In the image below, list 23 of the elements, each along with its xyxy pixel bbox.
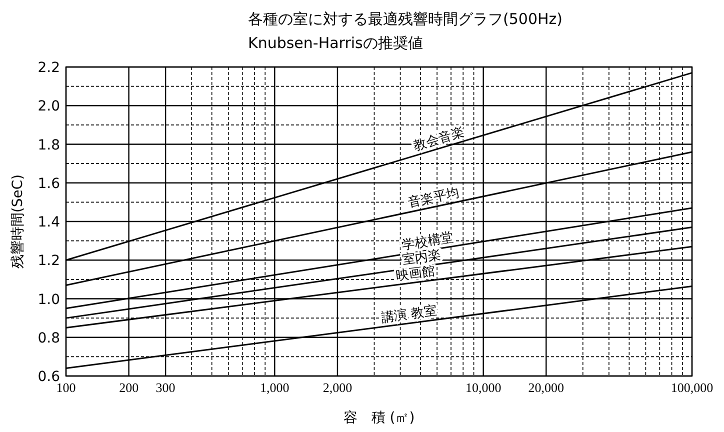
x-tick-label: 300	[156, 380, 176, 395]
y-tick-label: 1.0	[38, 292, 60, 308]
text: 教会音楽	[412, 124, 466, 154]
y-tick-label: 1.2	[38, 253, 60, 270]
y-tick-label: 1.8	[38, 137, 60, 154]
x-axis-title: 容 積 (㎡)	[343, 410, 415, 426]
y-tick-label: 1.6	[38, 176, 60, 192]
x-tick-label: 10,000	[465, 380, 502, 395]
chart-subtitle: Knubsen-Harrisの推奨値	[248, 34, 423, 52]
y-axis-title: 残響時間(SeC)	[10, 174, 26, 269]
text: 映画館	[395, 264, 436, 284]
chart-title: 各種の室に対する最適残響時間グラフ(500Hz)	[248, 10, 562, 28]
x-tick-label: 100,000	[670, 380, 714, 395]
text: 講演 教室	[380, 302, 438, 326]
text: 音楽平均	[406, 186, 461, 212]
x-tick-label: 2,000	[322, 380, 352, 395]
x-tick-label: 20,000	[528, 380, 564, 395]
y-tick-label: 2.2	[38, 60, 60, 76]
x-tick-label: 1,000	[260, 380, 290, 395]
x-tick-label: 200	[119, 380, 139, 395]
y-tick-label: 1.4	[38, 214, 60, 230]
y-tick-label: 2.0	[38, 98, 60, 115]
y-tick-label: 0.8	[38, 330, 60, 346]
